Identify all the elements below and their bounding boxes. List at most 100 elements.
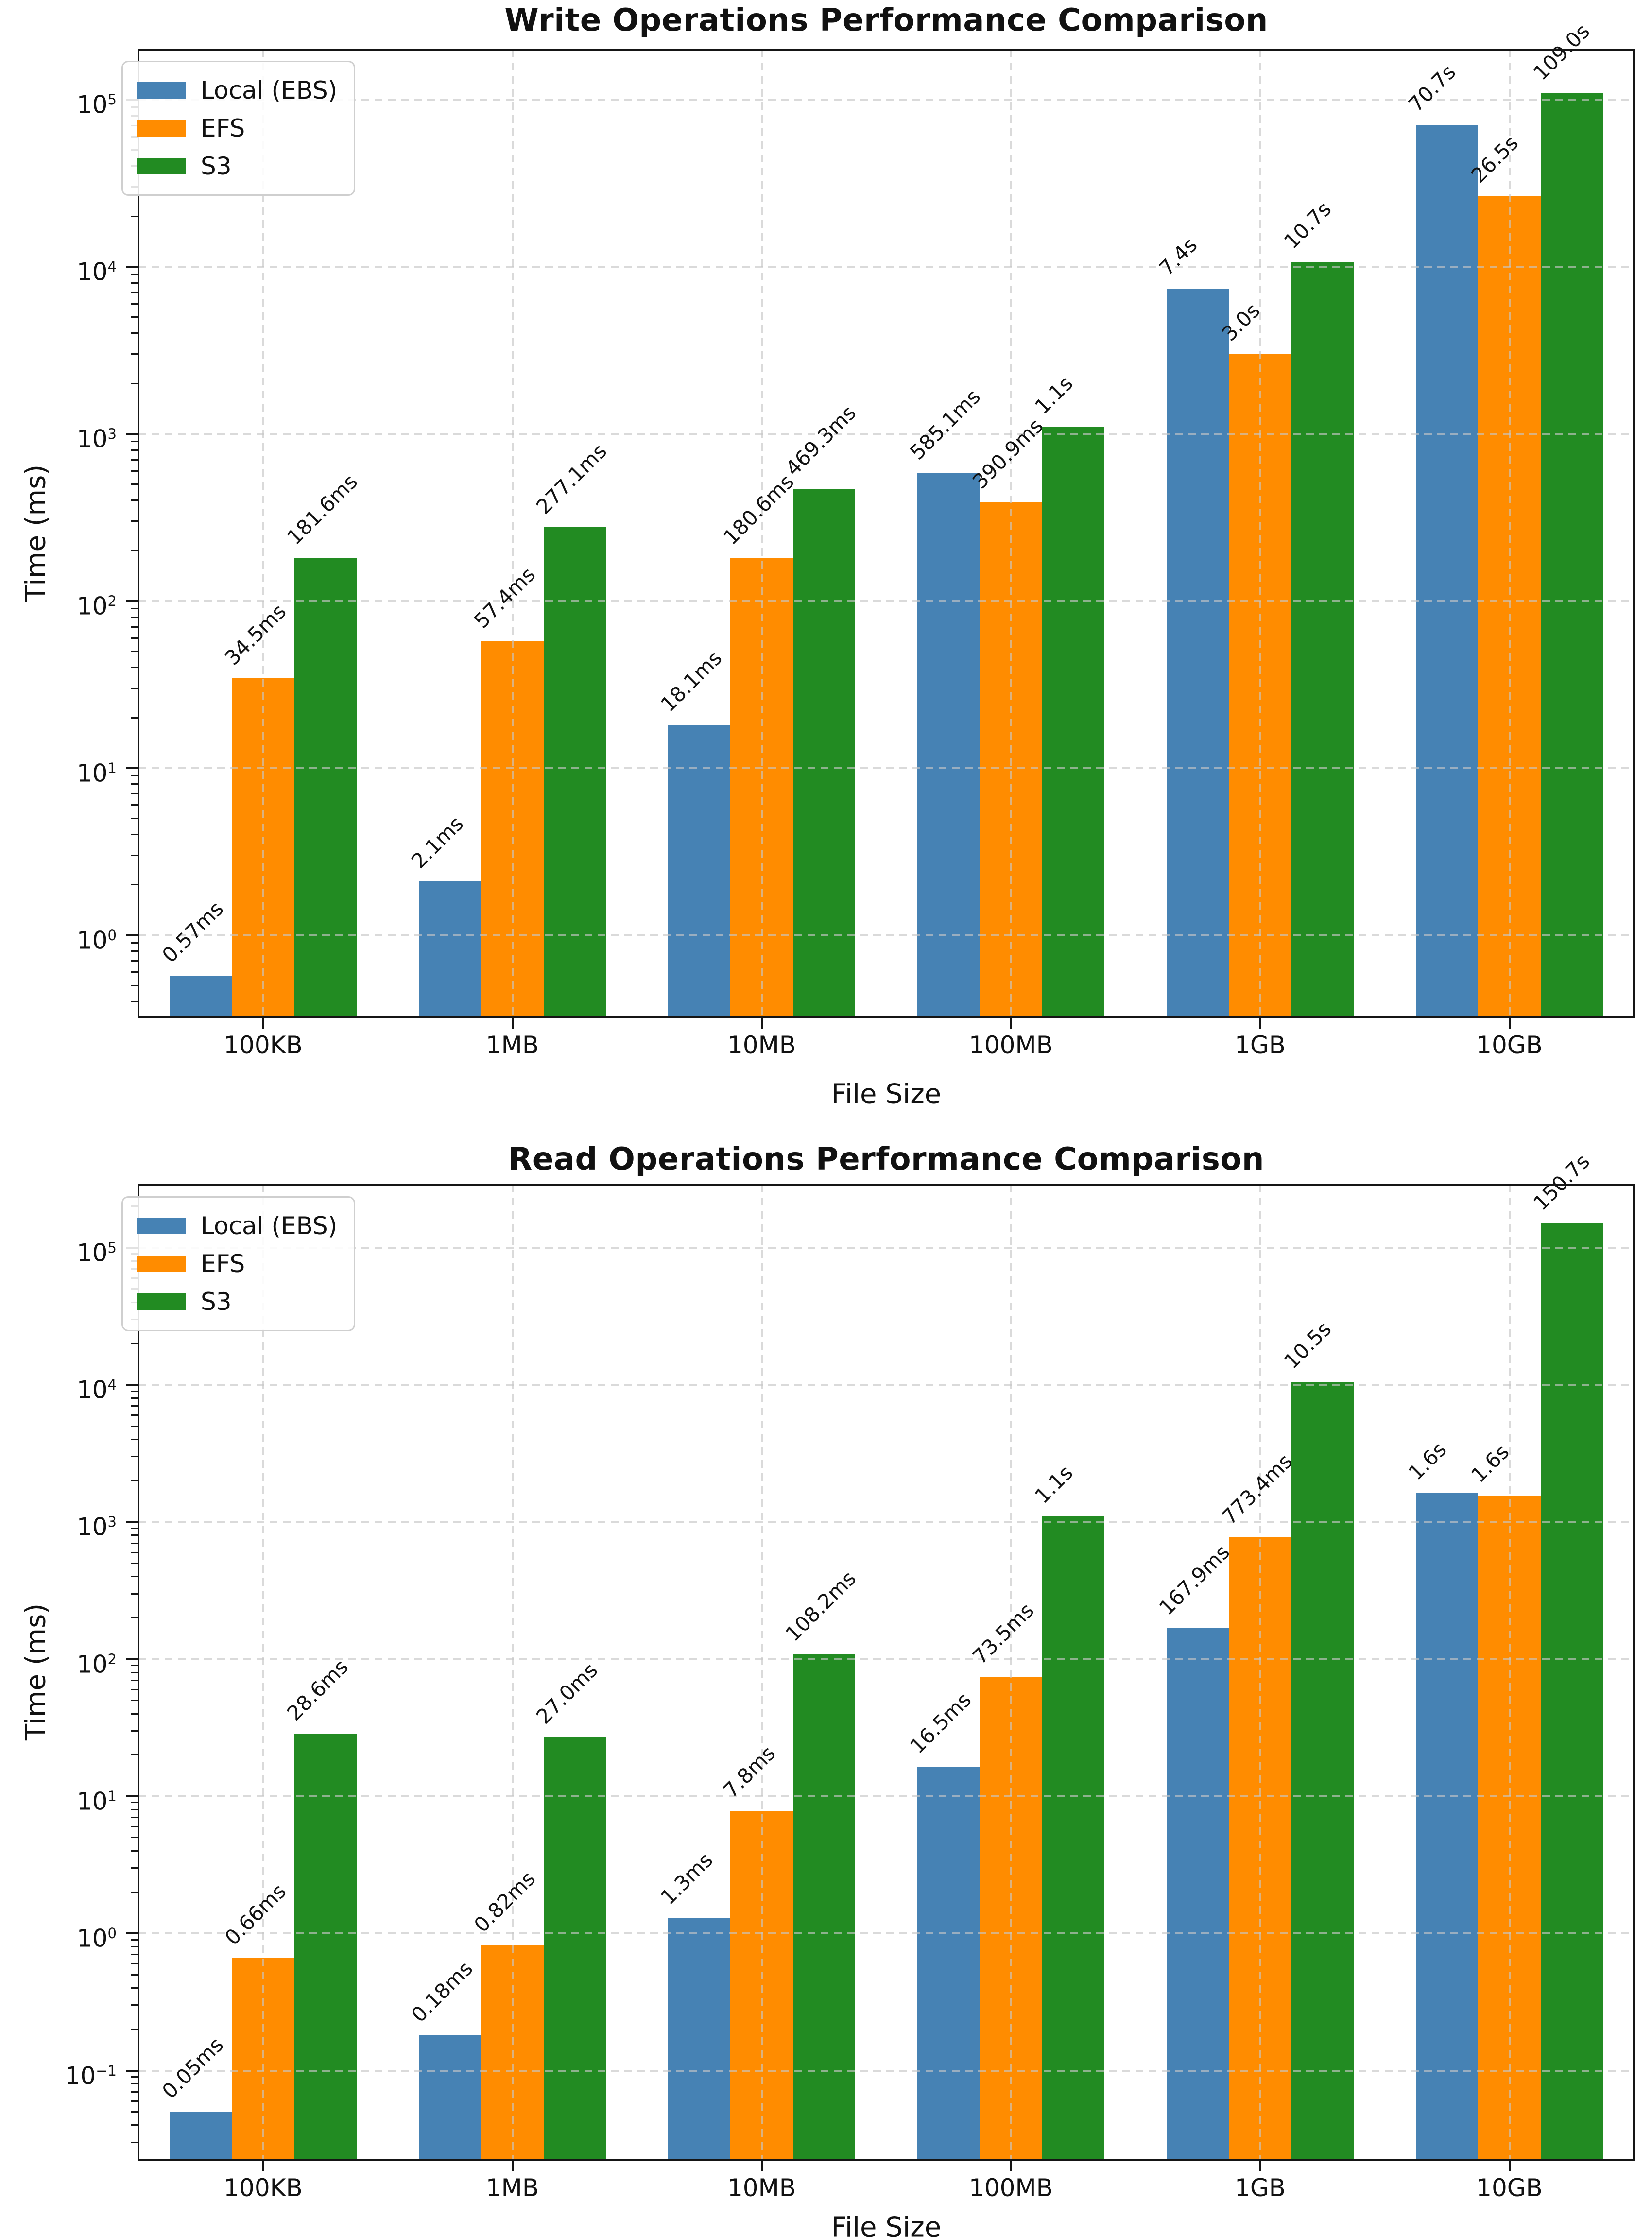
legend: Local (EBS) EFS S3	[121, 61, 356, 196]
y-minor-tick	[131, 1456, 138, 1458]
y-axis-label: Time (ms)	[20, 464, 52, 602]
plot-area: 10−1 100 101 102 103 104 105 100KB 1MB 10MB 100MB 1…	[65, 1149, 1635, 2202]
y-minor-tick	[131, 650, 138, 652]
vertical-gridline	[262, 50, 264, 1017]
y-minor-tick	[131, 1390, 138, 1392]
legend-item: Local (EBS)	[137, 1210, 337, 1241]
y-minor-tick	[131, 316, 138, 318]
x-tick-label-1gb: 1GB	[1235, 2174, 1286, 2202]
y-minor-tick	[131, 950, 138, 952]
legend: Local (EBS) EFS S3	[121, 1196, 356, 1331]
bar-value-label: 108.2ms	[780, 1566, 860, 1646]
y-minor-tick	[131, 1939, 138, 1941]
bar-value-label: 0.57ms	[157, 896, 228, 968]
y-tick-label: 105	[76, 1239, 117, 1267]
bar-value-label: 1.6s	[1466, 1440, 1514, 1487]
bar-value-label: 109.0s	[1528, 19, 1594, 85]
legend-item: S3	[137, 1286, 337, 1317]
bar-value-label: 0.05ms	[157, 2033, 228, 2104]
x-tick	[1010, 1017, 1012, 1029]
y-tick-label: 104	[76, 258, 117, 286]
x-tick-label-1mb: 1MB	[485, 2174, 539, 2202]
horizontal-gridline	[138, 1521, 1634, 1523]
y-minor-tick	[131, 1617, 138, 1619]
y-minor-tick	[131, 2076, 138, 2078]
y-minor-tick	[131, 1593, 138, 1595]
legend-item: Local (EBS)	[137, 75, 337, 106]
bar-local-ebs--10mb	[668, 725, 731, 1017]
horizontal-gridline	[138, 1795, 1634, 1797]
vertical-gridline	[1259, 50, 1261, 1017]
bar-local-ebs--10gb	[1416, 1493, 1479, 2160]
bar-value-label: 181.6ms	[282, 469, 362, 550]
vertical-gridline	[760, 50, 763, 1017]
y-minor-tick	[131, 2029, 138, 2031]
y-minor-tick	[131, 783, 138, 785]
y-minor-tick	[131, 1817, 138, 1819]
y-tick-label: 101	[76, 1787, 117, 1816]
y-minor-tick	[131, 1397, 138, 1399]
y-minor-tick	[131, 459, 138, 461]
vertical-gridline	[262, 1185, 264, 2160]
y-minor-tick	[131, 382, 138, 384]
x-tick	[511, 2160, 514, 2171]
y-minor-tick	[131, 353, 138, 355]
y-minor-tick	[131, 274, 138, 275]
y-minor-tick	[131, 2083, 138, 2085]
y-minor-tick	[131, 550, 138, 551]
legend-label: S3	[201, 1288, 232, 1316]
legend-label: Local (EBS)	[201, 1212, 338, 1240]
bar-value-label: 7.4s	[1154, 233, 1202, 280]
y-minor-tick	[131, 2124, 138, 2126]
legend-label: EFS	[201, 114, 245, 142]
y-minor-tick	[131, 884, 138, 886]
y-minor-tick	[131, 1954, 138, 1956]
bar-s3-10gb	[1540, 93, 1603, 1017]
bar-s3-10gb	[1540, 1223, 1603, 2160]
x-tick	[1259, 2160, 1261, 2171]
y-major-tick	[126, 432, 138, 435]
bar-local-ebs--100kb	[170, 976, 232, 1017]
horizontal-gridline	[138, 1658, 1634, 1660]
bar-value-label: 57.4ms	[469, 562, 540, 633]
y-minor-tick	[131, 1425, 138, 1427]
horizontal-gridline	[138, 266, 1634, 268]
legend-swatch-efs	[137, 1256, 186, 1272]
bar-local-ebs--100mb	[917, 472, 980, 1017]
horizontal-gridline	[138, 1384, 1634, 1386]
y-minor-tick	[131, 793, 138, 795]
y-minor-tick	[131, 2091, 138, 2093]
x-tick-label-1gb: 1GB	[1235, 1031, 1286, 1059]
y-minor-tick	[131, 1730, 138, 1732]
bar-value-label: 0.18ms	[407, 1956, 478, 2028]
y-minor-tick	[131, 1671, 138, 1673]
legend-label: S3	[201, 152, 232, 180]
bar-local-ebs--1mb	[419, 881, 482, 1017]
bar-value-label: 390.9ms	[967, 413, 1048, 494]
y-minor-tick	[131, 1826, 138, 1828]
y-minor-tick	[131, 854, 138, 856]
y-minor-tick	[131, 441, 138, 443]
y-minor-tick	[131, 833, 138, 835]
y-minor-tick	[131, 667, 138, 669]
y-major-tick	[126, 1521, 138, 1523]
x-tick	[1010, 2160, 1012, 2171]
x-tick	[1508, 1017, 1511, 1029]
y-tick-label: 100	[76, 926, 117, 955]
y-minor-tick	[131, 717, 138, 719]
x-tick-label-10gb: 10GB	[1476, 1031, 1543, 1059]
horizontal-gridline	[138, 600, 1634, 602]
bar-s3-1gb	[1291, 261, 1354, 1017]
legend-swatch-s3	[137, 1293, 186, 1310]
vertical-gridline	[1259, 1185, 1261, 2160]
y-tick-label: 103	[76, 1513, 117, 1542]
y-minor-tick	[131, 520, 138, 522]
y-minor-tick	[131, 449, 138, 451]
y-minor-tick	[131, 332, 138, 334]
bar-value-label: 10.7s	[1279, 197, 1336, 254]
legend-label: Local (EBS)	[201, 76, 338, 104]
y-minor-tick	[131, 1551, 138, 1553]
y-minor-tick	[131, 282, 138, 284]
y-minor-tick	[131, 688, 138, 689]
x-tick	[760, 2160, 763, 2171]
